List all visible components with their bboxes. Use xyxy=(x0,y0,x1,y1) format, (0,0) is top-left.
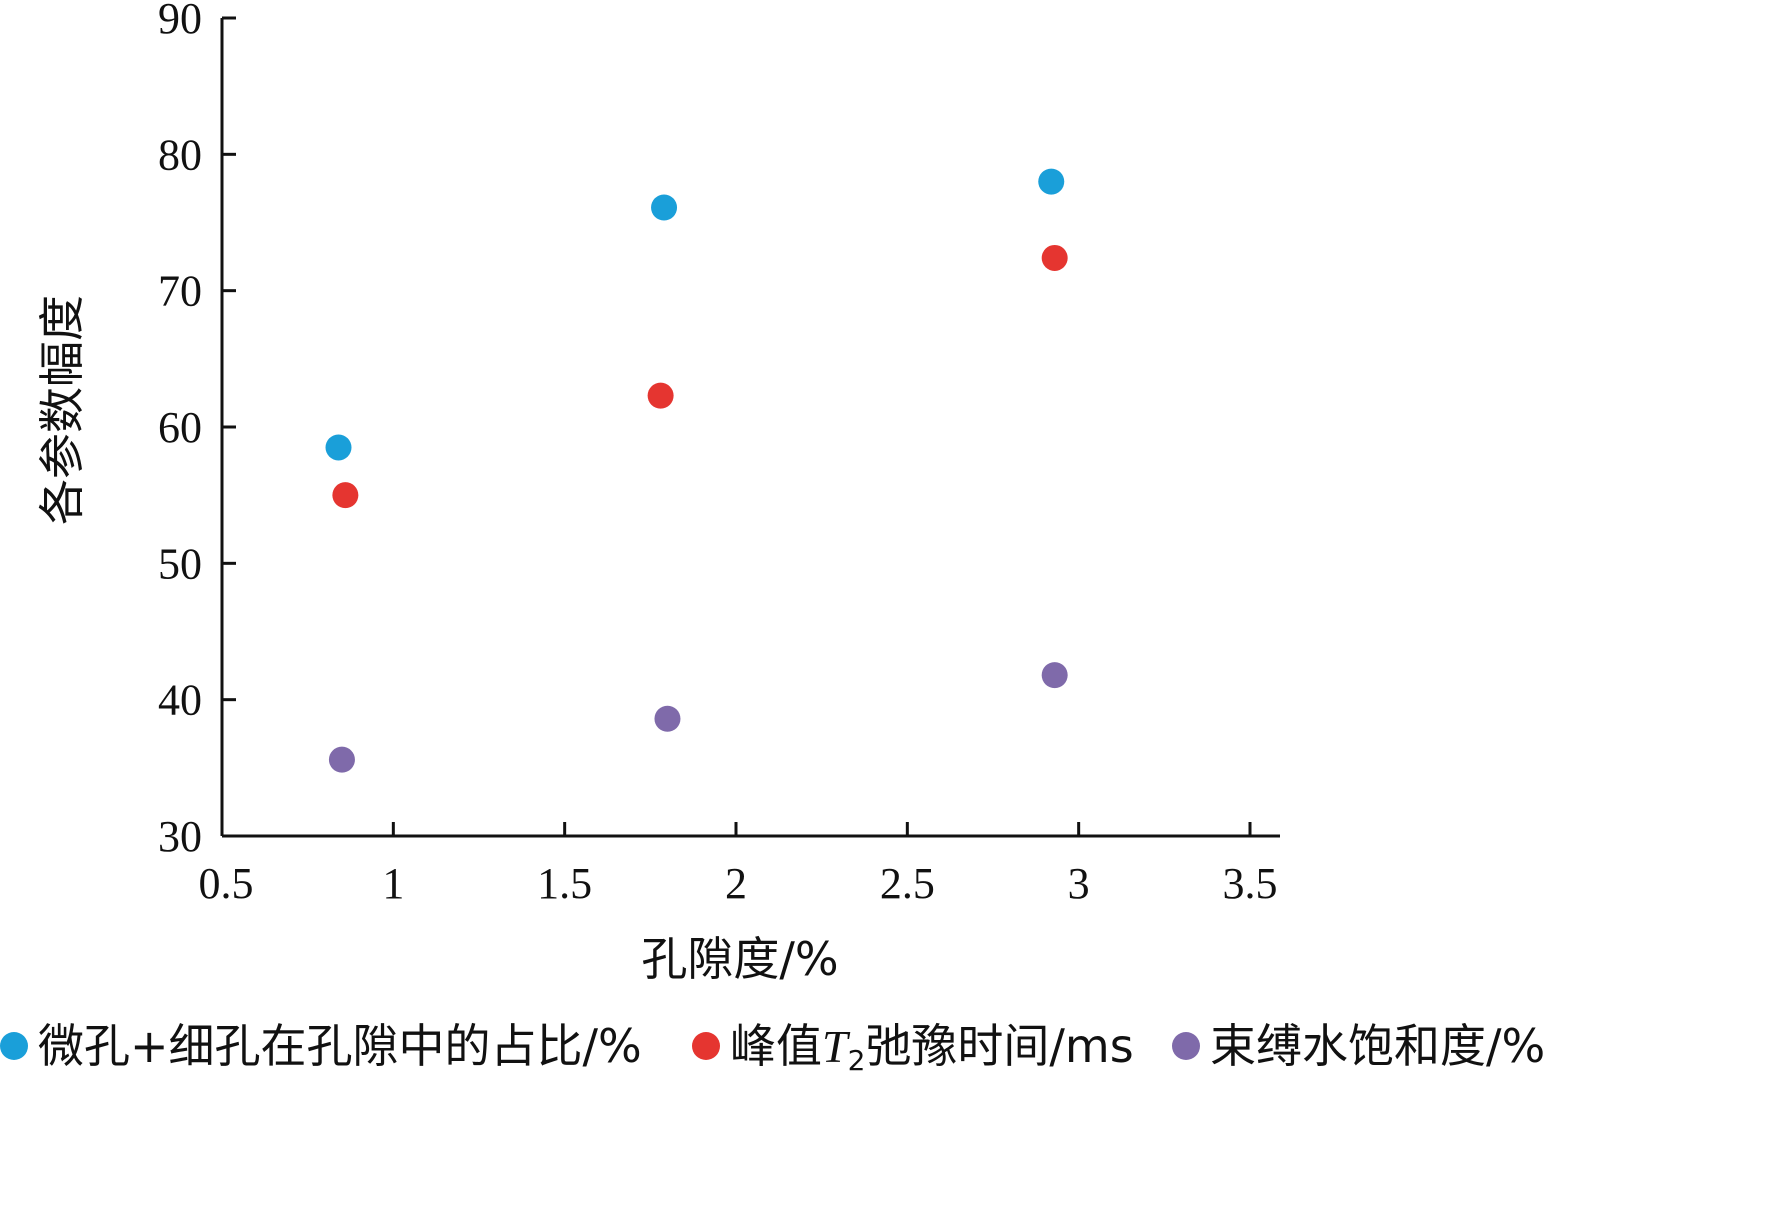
y-tick-label: 90 xyxy=(158,0,202,43)
data-points xyxy=(325,168,1068,773)
data-point-micropore xyxy=(651,194,678,221)
x-tick-label: 3.5 xyxy=(1223,859,1278,908)
x-tick-label: 1 xyxy=(382,859,404,908)
legend-label-micropore: 微孔+细孔在孔隙中的占比/% xyxy=(38,1019,642,1073)
legend-label-bound-water: 束缚水饱和度/% xyxy=(1210,1019,1545,1073)
data-point-peak-t2 xyxy=(1041,244,1068,271)
data-point-bound-water xyxy=(654,705,681,732)
axes xyxy=(220,18,1280,838)
data-point-micropore xyxy=(1038,168,1065,195)
x-tick-label: 3 xyxy=(1068,859,1090,908)
legend-label-peak-t2-suffix: 弛豫时间/ms xyxy=(865,1019,1133,1073)
y-ticks: 30 40 50 60 70 80 90 xyxy=(158,0,236,861)
legend-marker-peak-t2 xyxy=(692,1032,720,1060)
y-tick-label: 70 xyxy=(158,267,202,316)
x-tick-label: 2 xyxy=(725,859,747,908)
y-tick-label: 30 xyxy=(158,812,202,861)
legend-label-peak-t2-symbol: T xyxy=(822,1021,851,1072)
data-point-bound-water xyxy=(1041,662,1068,689)
legend: 微孔+细孔在孔隙中的占比/% 峰值T2弛豫时间/ms 束缚水饱和度/% xyxy=(0,1019,1545,1077)
data-point-micropore xyxy=(325,434,352,461)
data-point-peak-t2 xyxy=(647,382,674,409)
x-tick-label: 2.5 xyxy=(880,859,935,908)
data-point-bound-water xyxy=(328,746,355,773)
y-axis-title: 各参数幅度 xyxy=(35,295,89,525)
legend-marker-micropore xyxy=(0,1032,28,1060)
data-point-peak-t2 xyxy=(332,482,359,509)
legend-label-peak-t2: 峰值T2弛豫时间/ms xyxy=(730,1019,1134,1077)
x-axis-title: 孔隙度/% xyxy=(641,932,838,986)
legend-marker-bound-water xyxy=(1172,1032,1200,1060)
y-tick-label: 40 xyxy=(158,676,202,725)
legend-label-peak-t2-subscript: 2 xyxy=(848,1044,866,1077)
y-tick-label: 50 xyxy=(158,539,202,588)
y-tick-label: 80 xyxy=(158,130,202,179)
x-tick-label: 0.5 xyxy=(199,859,254,908)
x-ticks: 0.5 1 1.5 2 2.5 3 3.5 xyxy=(199,822,1278,908)
y-tick-label: 60 xyxy=(158,403,202,452)
x-tick-label: 1.5 xyxy=(537,859,592,908)
legend-label-peak-t2-prefix: 峰值 xyxy=(730,1019,822,1073)
